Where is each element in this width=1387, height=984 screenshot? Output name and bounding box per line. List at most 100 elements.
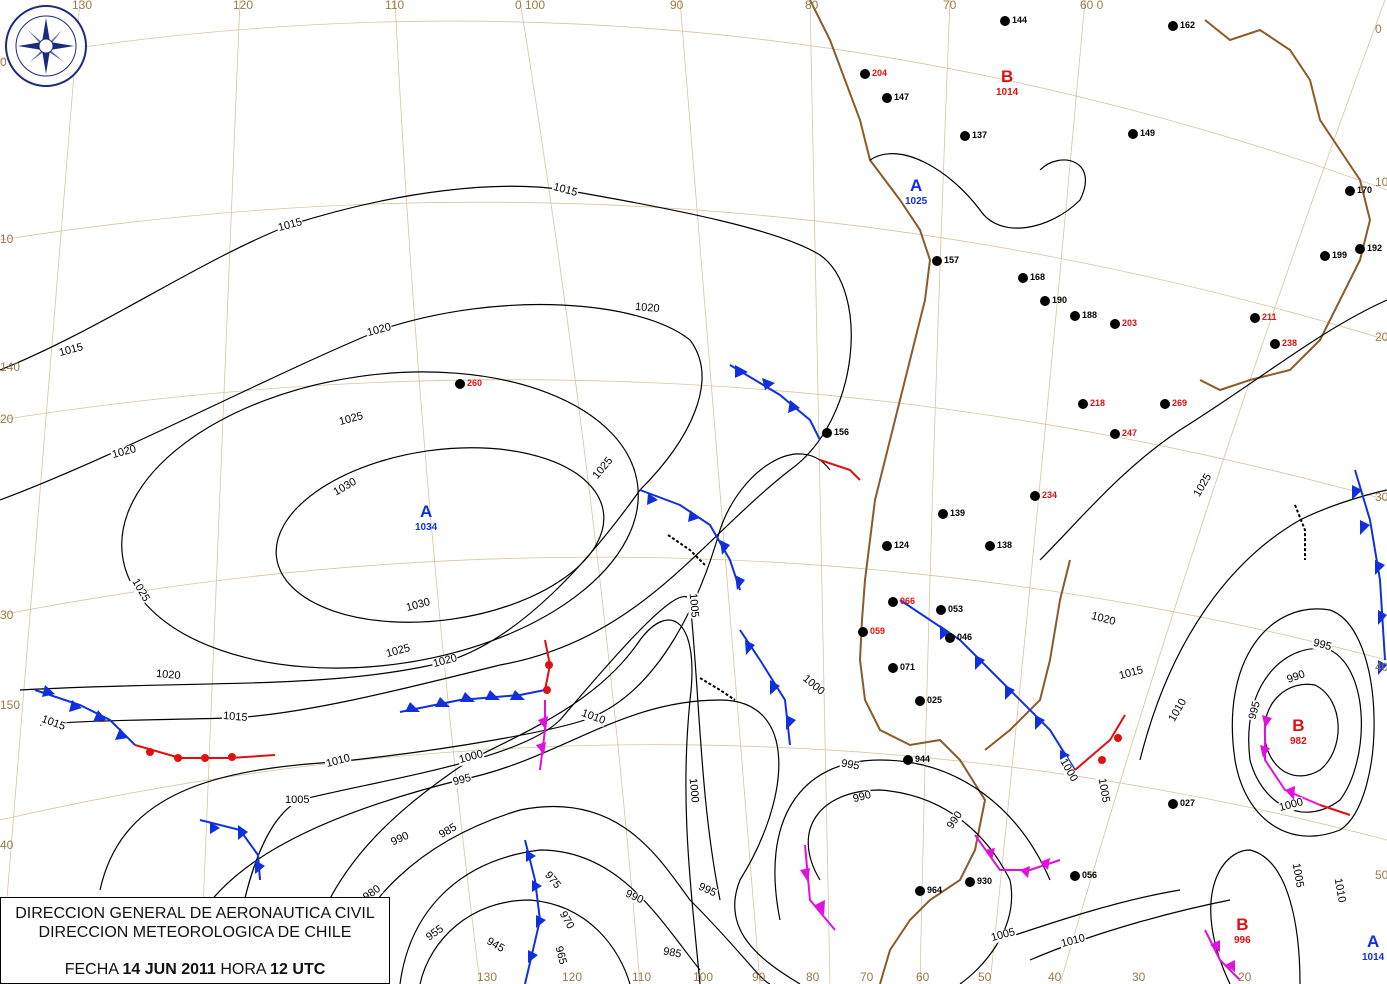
station-circle-icon [1168,798,1178,809]
station-circle-icon [936,604,946,615]
station-plot: 930 [965,876,992,887]
graticule-label: 120 [233,0,254,12]
station-circle-icon [915,885,925,896]
graticule-label: 30 [1132,970,1146,984]
isobar-985 [399,849,701,984]
station-pressure: 056 [1082,870,1098,880]
station-pressure: 157 [944,255,960,265]
graticule-label: 130 [72,0,93,12]
station-circle-icon [915,695,925,706]
station-circle-icon [945,632,955,643]
isobar-1010-east [1139,489,1387,761]
graticule-label: 40 [1048,970,1062,984]
station-plot: 053 [936,604,963,615]
graticule-label: 40 [1375,660,1387,674]
station-circle-icon [985,540,995,551]
station-circle-icon [1000,15,1010,26]
station-pressure: 238 [1282,338,1298,348]
low-pressure-center: B 1014 [996,67,1019,98]
station-circle-icon [960,130,970,141]
station-circle-icon [1030,490,1040,501]
station-pressure: 149 [1140,128,1156,138]
graticule-label: 10 [1375,175,1387,189]
front-symbols [42,365,1387,972]
station-pressure: 156 [834,427,850,437]
station-pressure: 944 [915,754,931,764]
station-pressure: 138 [997,540,1013,550]
station-plot: 066 [888,596,915,607]
station-plot: 168 [1018,272,1045,283]
isobar-1005 [229,595,721,984]
cold-front-a [639,489,741,591]
station-circle-icon [1040,295,1050,306]
isobar-1010 [99,453,831,891]
station-circle-icon [455,378,465,389]
occluded-front-bottom [1204,929,1241,981]
station-plot: 218 [1078,398,1105,409]
isobar-1020 [0,303,703,691]
station-circle-icon [1110,318,1120,329]
isobar-label: 1000 [686,776,701,805]
station-pressure: 192 [1367,243,1383,253]
station-plot: 139 [938,508,965,519]
station-plot: 269 [1160,398,1187,409]
station-plot: 025 [915,695,942,706]
graticule-label: 120 [562,970,583,984]
isobar-1030 [275,447,605,623]
station-pressure: 234 [1042,490,1058,500]
graticule-label: 30 [0,608,14,622]
station-plot: 056 [1070,870,1097,881]
station-plot: 071 [888,662,915,673]
graticule-label: 0 [1375,22,1382,36]
high-pressure-center: A 1034 [415,502,438,533]
station-plot: 124 [882,540,909,551]
isobar-1000-east [1231,608,1375,837]
isobar-995-south [774,759,1051,921]
dmc-logo [4,4,88,88]
graticule-label: 60 0 [1080,0,1104,12]
graticule-label: 140 [0,360,21,374]
isobar-1000 [299,619,701,984]
station-circle-icon [1320,250,1330,261]
station-plot: 247 [1110,428,1137,439]
isobar-label: 1020 [633,300,661,316]
graticule-label: 80 [805,0,819,12]
graticule-label: 60 [916,970,930,984]
station-plot: 964 [915,885,942,896]
isobar-1010-south [1029,899,1231,961]
isobar-label: 1015 [221,709,249,725]
graticule-label: 50 [1375,868,1387,882]
high-pressure-center: A 1025 [905,176,928,207]
station-circle-icon [1018,272,1028,283]
station-circle-icon [1078,398,1088,409]
station-plot: 211 [1250,312,1277,323]
station-pressure: 188 [1082,310,1098,320]
graticule-label: 10 [0,232,14,246]
graticule-label: 110 [385,0,405,12]
station-pressure: 162 [1180,20,1196,30]
graticule-label: 90 [752,970,766,984]
isobar-980 [419,899,631,984]
station-circle-icon [822,427,832,438]
chart-time: 12 UTC [270,961,326,978]
graticule-label: 20 [1375,330,1387,344]
station-pressure: 059 [870,626,886,636]
station-pressure: 053 [948,604,964,614]
station-pressure: 211 [1262,312,1277,322]
station-plot: 157 [932,255,959,266]
station-plot: 190 [1040,295,1067,306]
station-circle-icon [1270,338,1280,349]
station-plot: 162 [1168,20,1195,31]
station-plot: 138 [985,540,1012,551]
isobar-label: 1005 [284,794,311,806]
isobar-1020-east [1039,299,1387,561]
station-plot: 059 [858,626,885,637]
station-pressure: 247 [1122,428,1138,438]
station-plot: 156 [822,427,849,438]
graticule-label: 130 [477,970,498,984]
station-pressure: 027 [1180,798,1196,808]
station-plot: 170 [1345,185,1372,196]
station-circle-icon [882,92,892,103]
station-pressure: 964 [927,885,943,895]
